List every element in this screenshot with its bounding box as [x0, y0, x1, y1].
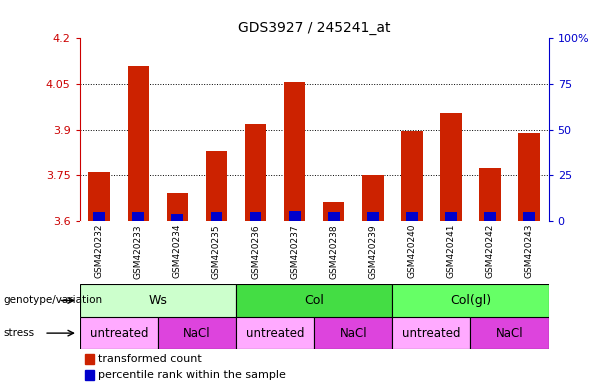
Bar	[236, 284, 392, 317]
Text: Col: Col	[304, 294, 324, 307]
Bar	[93, 212, 105, 221]
Text: GSM420242: GSM420242	[485, 224, 495, 278]
Bar	[85, 354, 94, 364]
Text: Ws: Ws	[148, 294, 167, 307]
Bar	[440, 113, 462, 221]
Bar	[392, 284, 549, 317]
Bar	[132, 212, 144, 221]
Bar	[206, 151, 227, 221]
Bar	[210, 212, 223, 221]
Bar	[245, 124, 266, 221]
Bar	[406, 212, 418, 221]
Text: GSM420239: GSM420239	[368, 224, 377, 279]
Text: GSM420243: GSM420243	[525, 224, 533, 278]
Text: transformed count: transformed count	[98, 354, 202, 364]
Text: GSM420237: GSM420237	[290, 224, 299, 279]
Text: stress: stress	[3, 328, 34, 338]
Bar	[479, 168, 501, 221]
Bar	[284, 82, 305, 221]
Bar	[523, 212, 535, 221]
Bar	[519, 133, 540, 221]
Text: Col(gl): Col(gl)	[450, 294, 491, 307]
Bar	[401, 131, 422, 221]
Bar	[158, 317, 236, 349]
Bar	[392, 317, 471, 349]
Bar	[314, 317, 392, 349]
Bar	[328, 212, 340, 221]
Bar	[484, 212, 496, 221]
Text: GSM420235: GSM420235	[212, 224, 221, 279]
Text: GSM420238: GSM420238	[329, 224, 338, 279]
Bar	[167, 194, 188, 221]
Bar	[323, 202, 345, 221]
Text: NaCl: NaCl	[340, 327, 367, 339]
Bar	[128, 66, 149, 221]
Bar	[85, 370, 94, 380]
Text: percentile rank within the sample: percentile rank within the sample	[98, 370, 286, 380]
Bar	[471, 317, 549, 349]
Text: GSM420241: GSM420241	[446, 224, 455, 278]
Bar	[445, 212, 457, 221]
Bar	[88, 172, 110, 221]
Text: GSM420240: GSM420240	[408, 224, 416, 278]
Bar	[289, 211, 300, 221]
Text: GSM420234: GSM420234	[173, 224, 182, 278]
Text: untreated: untreated	[89, 327, 148, 339]
Bar	[362, 175, 384, 221]
Bar	[80, 317, 158, 349]
Text: NaCl: NaCl	[496, 327, 524, 339]
Bar	[172, 214, 183, 221]
Bar	[80, 284, 236, 317]
Text: genotype/variation: genotype/variation	[3, 295, 102, 306]
Text: GSM420233: GSM420233	[134, 224, 143, 279]
Text: GSM420236: GSM420236	[251, 224, 260, 279]
Text: NaCl: NaCl	[183, 327, 211, 339]
Text: GSM420232: GSM420232	[95, 224, 104, 278]
Bar	[367, 212, 379, 221]
Text: untreated: untreated	[246, 327, 304, 339]
Title: GDS3927 / 245241_at: GDS3927 / 245241_at	[238, 21, 390, 35]
Bar	[249, 212, 262, 221]
Text: untreated: untreated	[402, 327, 460, 339]
Bar	[236, 317, 314, 349]
